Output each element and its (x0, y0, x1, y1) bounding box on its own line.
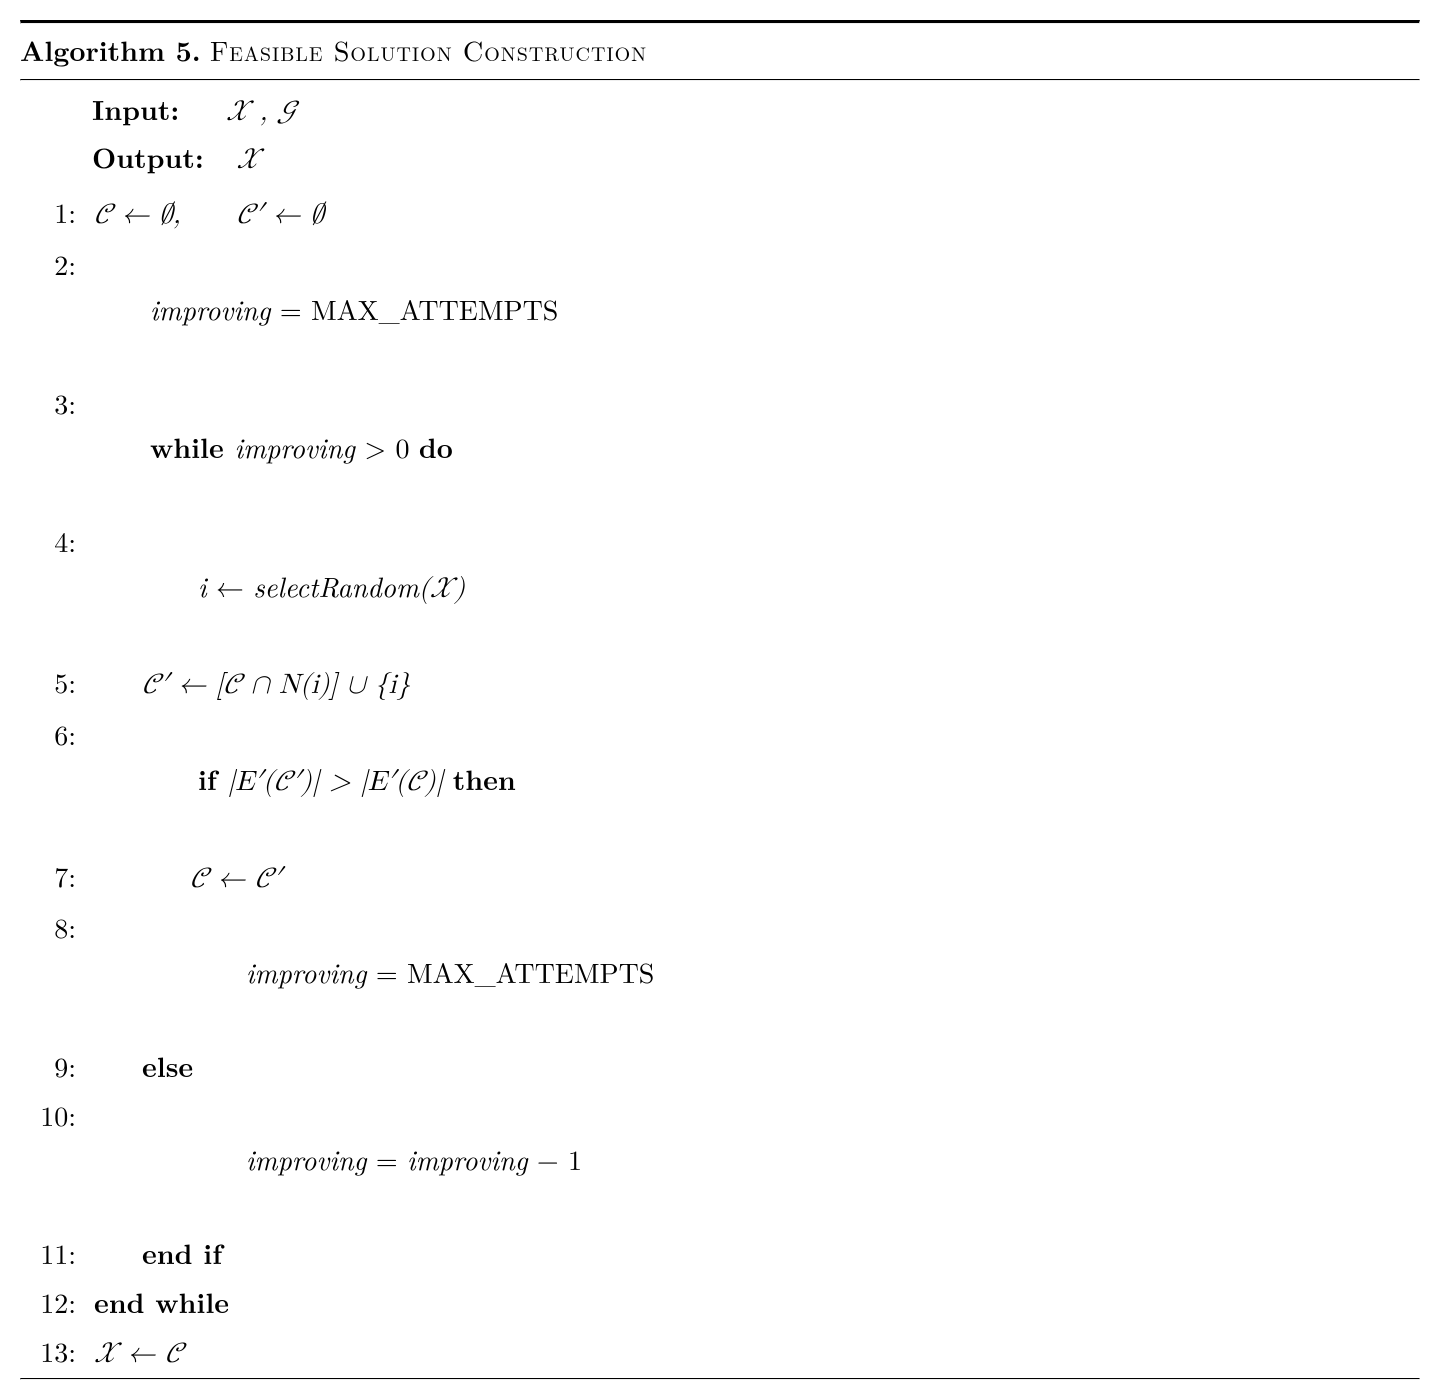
text: = MAX_ATTEMPTS (271, 289, 559, 329)
algorithm-header: Algorithm 5. Feasible Solution Construct… (20, 24, 1420, 79)
line-content: improving = improving − 1 (94, 1093, 582, 1227)
text: = (367, 1139, 407, 1179)
keyword-endif: end if (94, 1231, 222, 1276)
line-number: 12: (20, 1280, 94, 1325)
algo-line-7: 7: 𝒞 ← 𝒞′ (20, 852, 1420, 904)
text: (𝒳) (419, 575, 465, 603)
line-number: 13: (20, 1329, 94, 1374)
output-value: 𝒳 (237, 146, 261, 174)
var-improving: improving (246, 1139, 367, 1179)
algo-line-13: 13: 𝒳 ← 𝒞 (20, 1327, 1420, 1379)
algo-line-3: 3: while improving > 0 do (20, 379, 1420, 517)
algo-line-4: 4: i ← selectRandom(𝒳) (20, 517, 1420, 658)
algo-line-10: 10: improving = improving − 1 (20, 1091, 1420, 1229)
var-improving: improving (150, 289, 271, 329)
algo-line-2: 2: improving = MAX_ATTEMPTS (20, 240, 1420, 378)
line-number: 10: (20, 1093, 94, 1138)
keyword-do: do (419, 427, 453, 467)
line-content: 𝒞 ← ∅, 𝒞′ ← ∅ (94, 193, 324, 238)
algo-line-11: 11: end if (20, 1229, 1420, 1278)
line-content: 𝒳 ← 𝒞 (94, 1332, 183, 1377)
var-i: i (198, 566, 207, 606)
keyword-else: else (94, 1044, 193, 1089)
line-content: if |E′(𝒞′)| > |E′(𝒞)| then (94, 712, 516, 849)
keyword-endwhile: end while (94, 1280, 229, 1325)
line-number: 11: (20, 1231, 94, 1276)
line-number: 5: (20, 660, 94, 705)
line-number: 4: (20, 519, 94, 564)
text: = MAX_ATTEMPTS (367, 952, 655, 992)
bottom-rule (20, 1378, 1420, 1380)
algo-line-9: 9: else (20, 1042, 1420, 1091)
text: > 0 (355, 427, 419, 467)
line-number: 6: (20, 712, 94, 757)
func-selectrandom: selectRandom (253, 566, 419, 606)
output-label: Output: (92, 137, 204, 177)
algorithm-block: Algorithm 5. Feasible Solution Construct… (20, 20, 1420, 1380)
line-number: 3: (20, 381, 94, 426)
keyword-while: while (150, 427, 235, 467)
condition: |E′(𝒞′)| > |E′(𝒞)| (227, 768, 452, 796)
var-improving: improving (407, 1139, 528, 1179)
line-number: 9: (20, 1044, 94, 1089)
algo-line-6: 6: if |E′(𝒞′)| > |E′(𝒞)| then (20, 710, 1420, 851)
var-improving: improving (234, 427, 355, 467)
text: ← (207, 566, 254, 606)
algo-line-8: 8: improving = MAX_ATTEMPTS (20, 903, 1420, 1041)
output-line: Output: 𝒳 (92, 135, 1420, 183)
input-value: 𝒳 , 𝒢 (226, 98, 296, 126)
algo-line-5: 5: 𝒞′ ← [𝒞 ∩ N(i)] ∪ {i} (20, 658, 1420, 710)
io-block: Input: 𝒳 , 𝒢 Output: 𝒳 (20, 81, 1420, 189)
line-number: 2: (20, 242, 94, 287)
var-improving: improving (246, 952, 367, 992)
line-content: while improving > 0 do (94, 381, 453, 515)
algorithm-label: Algorithm 5. (20, 30, 201, 70)
line-number: 8: (20, 905, 94, 950)
line-number: 1: (20, 190, 94, 235)
line-content: 𝒞 ← 𝒞′ (94, 857, 282, 902)
line-content: improving = MAX_ATTEMPTS (94, 242, 558, 376)
line-content: improving = MAX_ATTEMPTS (94, 905, 654, 1039)
algo-line-12: 12: end while (20, 1278, 1420, 1327)
input-line: Input: 𝒳 , 𝒢 (92, 87, 1420, 135)
text: − 1 (528, 1139, 582, 1179)
algo-line-1: 1: 𝒞 ← ∅, 𝒞′ ← ∅ (20, 188, 1420, 240)
line-number: 7: (20, 854, 94, 899)
line-content: i ← selectRandom(𝒳) (94, 519, 465, 656)
input-label: Input: (92, 89, 179, 129)
line-content: 𝒞′ ← [𝒞 ∩ N(i)] ∪ {i} (94, 663, 410, 708)
algorithm-title: Feasible Solution Construction (210, 30, 647, 70)
